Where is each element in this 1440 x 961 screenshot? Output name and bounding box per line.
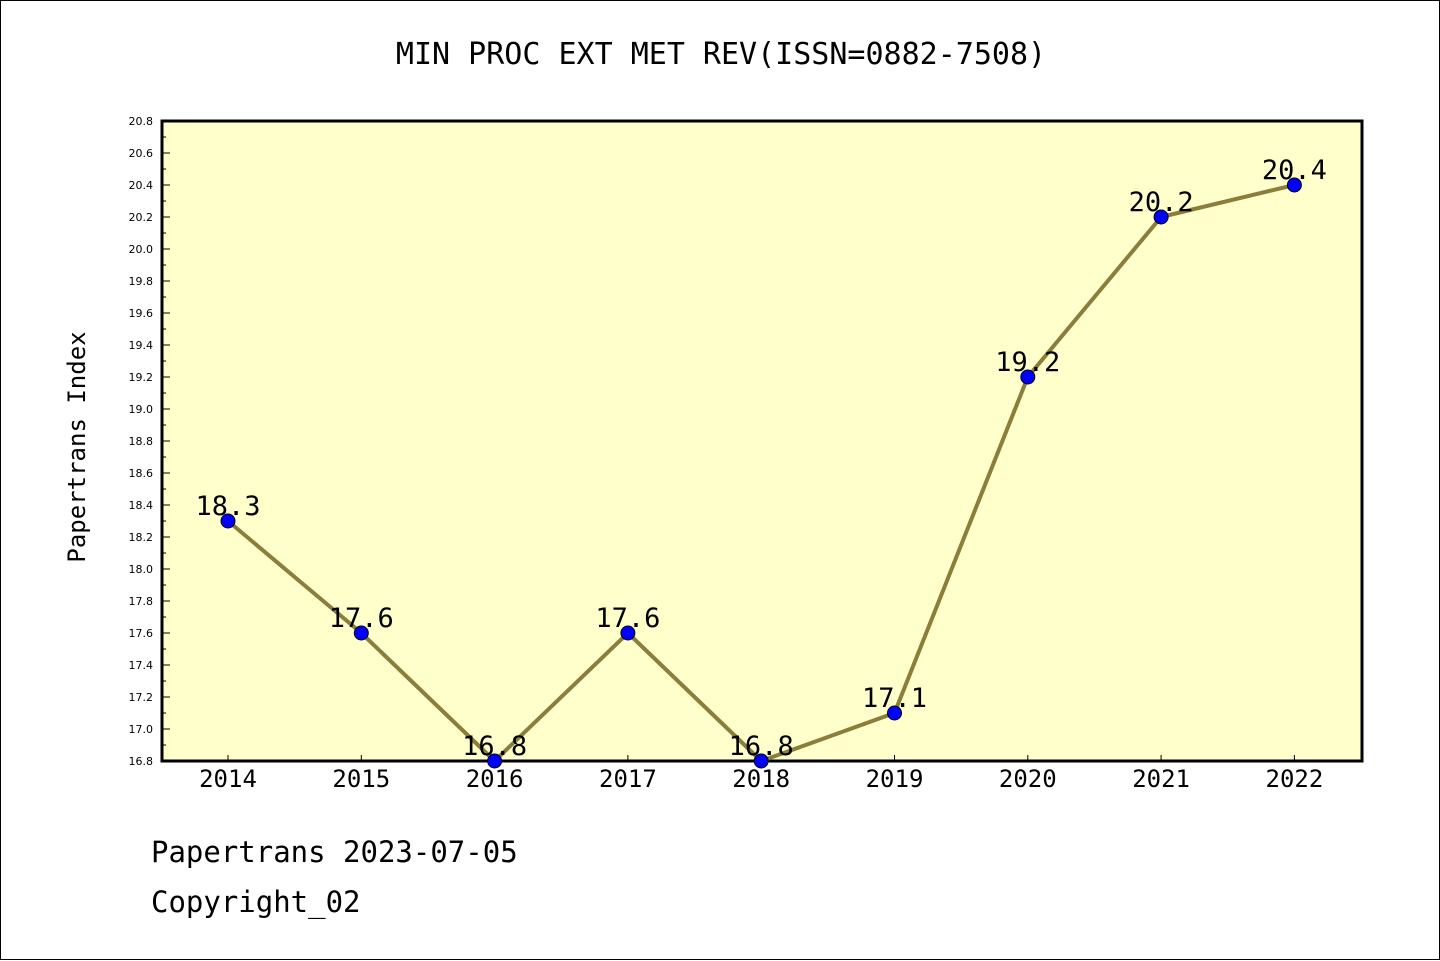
data-label: 20.4: [1262, 155, 1327, 186]
y-tick-label: 18.0: [129, 563, 154, 576]
data-label: 17.1: [862, 683, 927, 714]
x-tick-label: 2019: [866, 765, 924, 793]
data-point: [1286, 177, 1302, 193]
plot-area: [160, 119, 1364, 763]
y-tick-label: 18.6: [129, 467, 154, 480]
y-tick-label: 20.8: [129, 115, 154, 128]
y-tick-label: 19.6: [129, 307, 154, 320]
y-tick-label: 20.2: [129, 211, 154, 224]
y-tick-label: 18.4: [129, 499, 154, 512]
x-tick-label: 2017: [599, 765, 657, 793]
footer-date: Papertrans 2023-07-05: [151, 835, 518, 869]
y-tick-label: 20.6: [129, 147, 154, 160]
data-point: [353, 625, 369, 641]
data-point: [1020, 369, 1036, 385]
y-tick-label: 18.8: [129, 435, 154, 448]
x-tick-label: 2022: [1266, 765, 1324, 793]
x-tick-label: 2016: [466, 765, 524, 793]
y-axis-label: Papertrans Index: [63, 331, 91, 562]
data-point: [220, 513, 236, 529]
y-tick-label: 17.0: [129, 723, 154, 736]
data-point: [620, 625, 636, 641]
y-tick-label: 19.8: [129, 275, 154, 288]
data-label: 16.8: [462, 731, 527, 762]
y-tick-label: 19.0: [129, 403, 154, 416]
data-point: [753, 753, 769, 769]
y-axis: 16.8 17.0 17.2 17.4 17.6 17.8 18.0 18.2 18.4 18.6…: [129, 115, 170, 768]
data-label-layer: 18.3 17.6 16.8 17.6 16.8 17.1 19.2 20.2 20.4: [195, 155, 1326, 762]
data-label: 18.3: [195, 491, 260, 522]
x-tick-label: 2020: [999, 765, 1057, 793]
y-tick-label: 18.2: [129, 531, 154, 544]
y-tick-label: 20.4: [129, 179, 154, 192]
x-tick-label: 2018: [732, 765, 790, 793]
y-tick-label: 19.2: [129, 371, 154, 384]
data-point: [1153, 209, 1169, 225]
chart-title: MIN PROC EXT MET REV(ISSN=0882-7508): [395, 37, 1047, 72]
y-tick-label: 17.6: [129, 627, 154, 640]
y-tick-label: 17.8: [129, 595, 154, 608]
data-label: 20.2: [1129, 187, 1194, 218]
y-tick-label: 17.2: [129, 691, 154, 704]
data-label: 16.8: [729, 731, 794, 762]
x-tick-label: 2015: [332, 765, 390, 793]
data-label: 19.2: [995, 347, 1060, 378]
y-tick-label: 20.0: [129, 243, 154, 256]
data-label: 17.6: [329, 603, 394, 634]
y-tick-label: 16.8: [129, 755, 154, 768]
data-label: 17.6: [595, 603, 660, 634]
x-axis: 2014 2015 2016 2017 2018 2019 2020 2021 2022: [199, 755, 1323, 793]
y-tick-label: 19.4: [129, 339, 154, 352]
x-tick-label: 2014: [199, 765, 257, 793]
footer-copyright: Copyright_02: [151, 885, 361, 919]
x-tick-label: 2021: [1132, 765, 1190, 793]
data-point: [887, 705, 902, 721]
series-layer: [220, 177, 1302, 769]
data-point: [487, 753, 503, 769]
y-tick-label: 17.4: [129, 659, 154, 672]
